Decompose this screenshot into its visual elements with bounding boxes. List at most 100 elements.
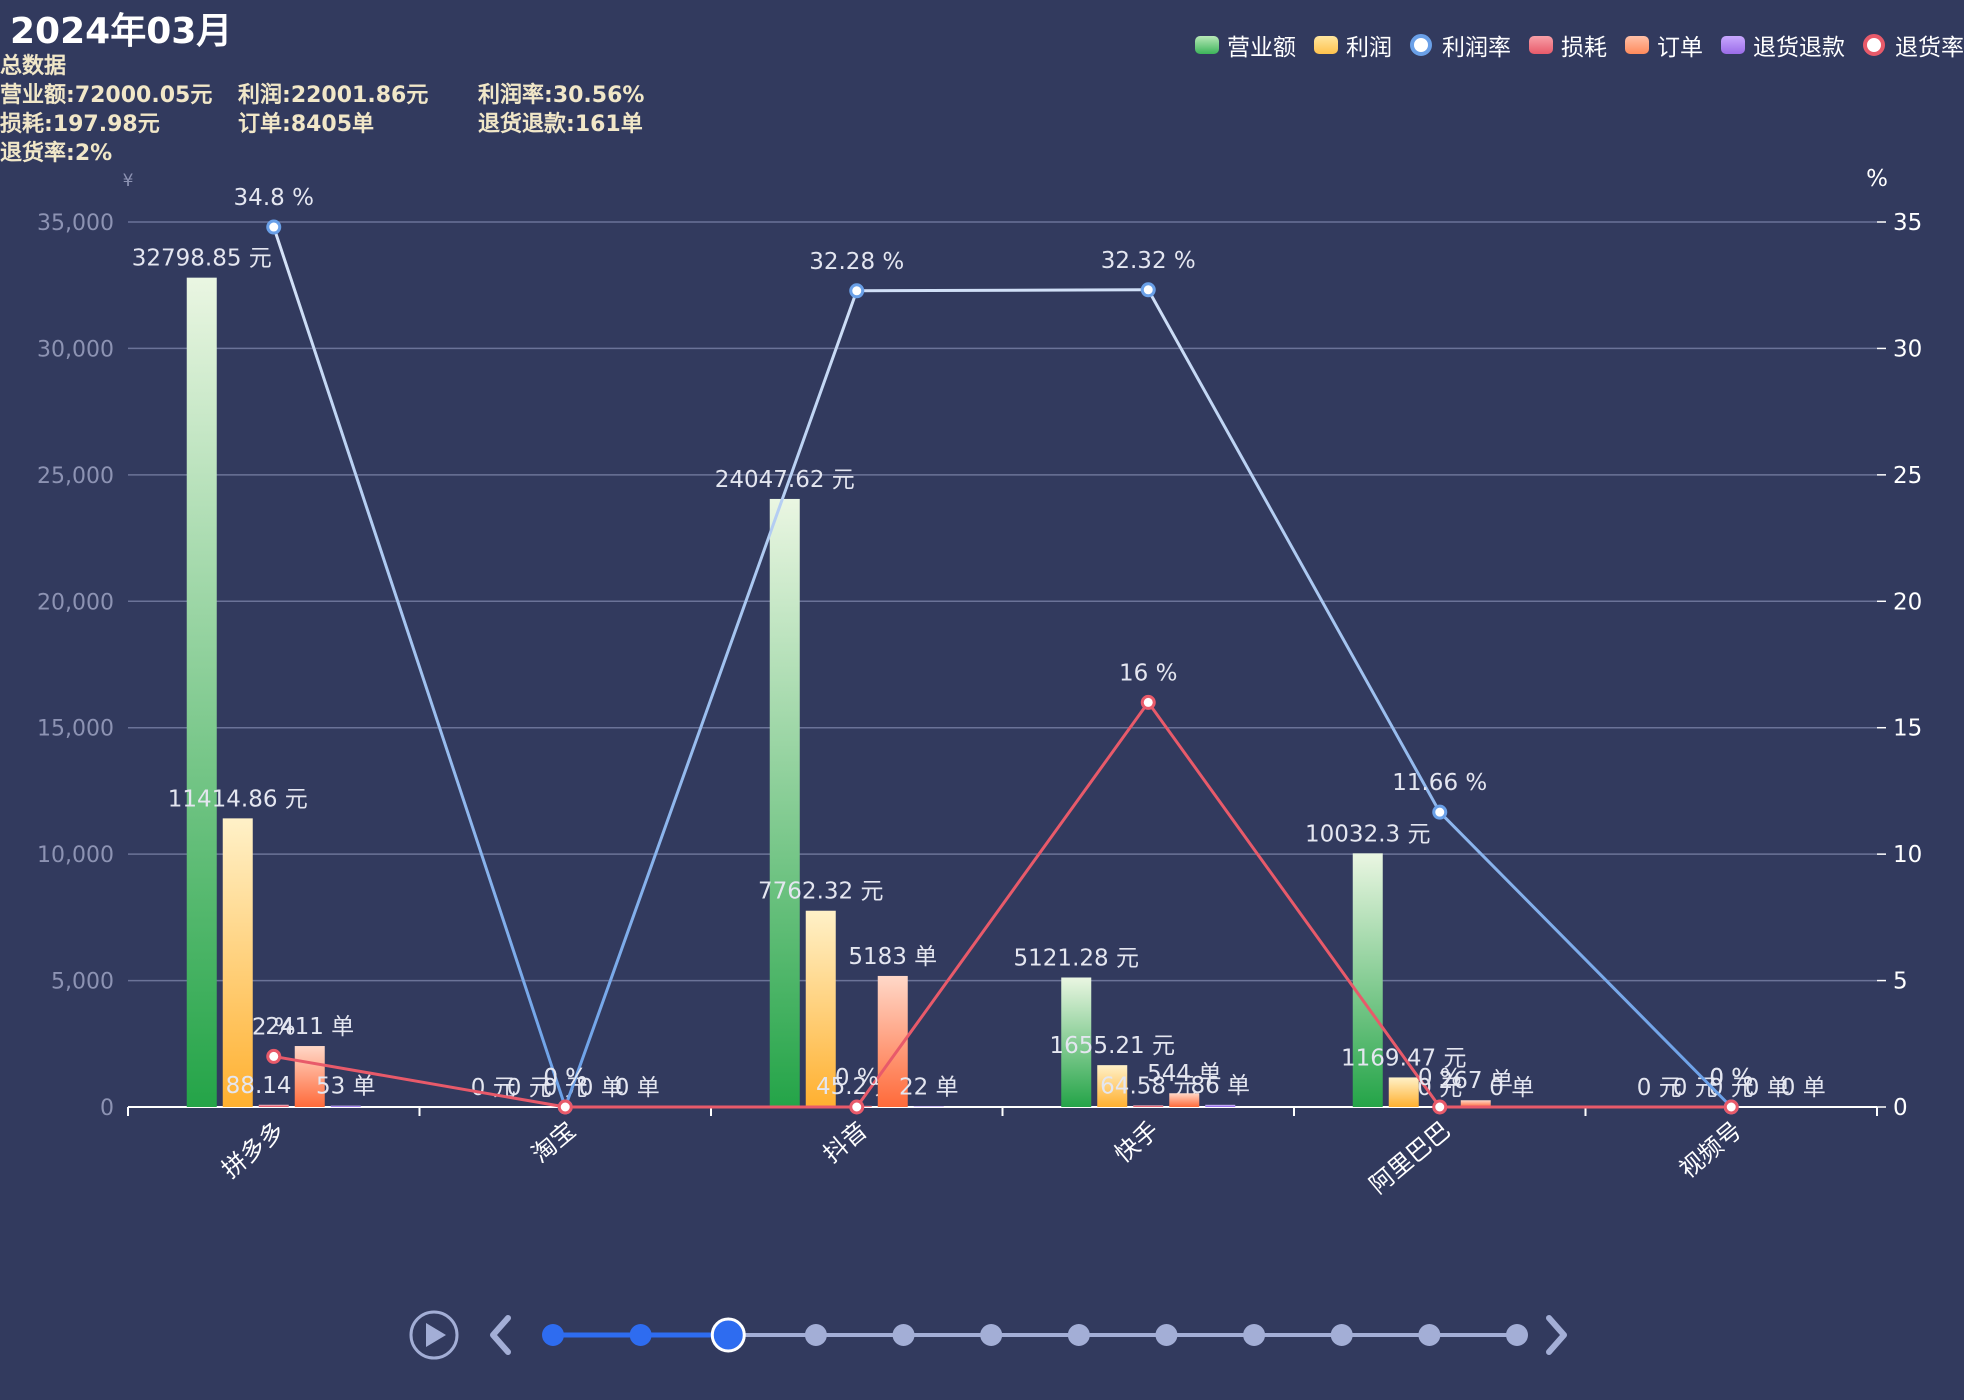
legend-swatch-icon	[1195, 36, 1219, 54]
left-axis-tick-label: 30,000	[37, 337, 114, 362]
timeline-point[interactable]	[804, 1324, 827, 1346]
bar-value-label: 86 单	[1190, 1073, 1250, 1099]
x-axis-category-label: 拼多多	[216, 1116, 289, 1184]
summary-item-return-rate: 退货率:2%	[0, 141, 113, 166]
line-point-利润率	[849, 283, 865, 299]
line-退货率	[273, 699, 1732, 1109]
line-value-label: 16 %	[1119, 660, 1177, 686]
timeline-point[interactable]	[1243, 1324, 1266, 1346]
bar-营业额	[186, 277, 217, 1107]
right-axis-tick-label: 10	[1893, 842, 1922, 868]
bar-订单	[1460, 1100, 1491, 1107]
summary-item-loss: 损耗:197.98元	[0, 112, 160, 137]
x-axis-category-label: 淘宝	[526, 1116, 581, 1168]
chart-legend: 营业额 利润 利润率 损耗 订单 退货退款 退货率	[1177, 28, 1964, 62]
right-axis-tick-label: 30	[1893, 336, 1922, 362]
line-value-label: 32.28 %	[809, 249, 904, 275]
line-value-label: 11.66 %	[1392, 770, 1487, 796]
legend-item-refunds[interactable]: 退货退款	[1721, 28, 1845, 62]
left-axis-tick-label: 25,000	[37, 464, 114, 489]
legend-swatch-icon	[1721, 36, 1745, 54]
bar-value-label: 0 单	[579, 1075, 624, 1101]
line-point-退货率	[1140, 694, 1156, 710]
legend-swatch-icon	[1314, 36, 1338, 54]
bar-利润	[1388, 1077, 1419, 1107]
bar-利润	[1097, 1065, 1128, 1107]
timeline-point[interactable]	[892, 1324, 915, 1346]
summary-item-refunds: 退货退款:161单	[478, 112, 643, 137]
summary-heading: 总数据	[0, 54, 67, 79]
left-axis-tick-label: 5,000	[51, 970, 114, 995]
line-value-label: 32.32 %	[1101, 248, 1196, 274]
play-icon	[426, 1323, 446, 1347]
right-axis-unit: %	[1866, 166, 1888, 192]
bar-损耗	[258, 1104, 289, 1107]
timeline-point[interactable]	[1067, 1324, 1090, 1346]
line-point-退货率	[849, 1099, 865, 1115]
bar-订单	[1169, 1093, 1200, 1107]
bar-营业额	[1352, 853, 1383, 1107]
timeline-current-point[interactable]	[710, 1317, 746, 1353]
summary-item-profit-rate: 利润率:30.56%	[478, 83, 645, 108]
timeline-point[interactable]	[542, 1324, 564, 1346]
bar-value-label: 0 单	[1489, 1075, 1534, 1101]
bar-value-label: 7762.32 元	[758, 879, 883, 905]
timeline-point[interactable]	[980, 1324, 1003, 1346]
bar-value-label: 5121.28 元	[1014, 946, 1139, 972]
bar-value-label: 5183 单	[848, 944, 937, 970]
bar-退货退款	[330, 1105, 361, 1107]
bar-营业额	[769, 498, 800, 1108]
bar-value-label: 0 元	[1673, 1075, 1718, 1101]
timeline-control[interactable]	[0, 1290, 1964, 1380]
bar-value-label: 53 单	[316, 1074, 376, 1100]
legend-item-revenue[interactable]: 营业额	[1195, 28, 1296, 62]
line-value-label: 0 %	[543, 1065, 587, 1091]
play-button[interactable]	[409, 1310, 459, 1360]
bar-value-label: 2411 单	[265, 1014, 354, 1040]
line-利润率	[272, 226, 1733, 1112]
x-axis-category-label: 视频号	[1674, 1116, 1747, 1184]
bar-value-label: 267 单	[1439, 1068, 1513, 1094]
bar-营业额	[1061, 977, 1092, 1107]
bar-value-label: 10032.3 元	[1305, 821, 1430, 847]
line-value-label: 2 %	[252, 1014, 296, 1040]
timeline-point[interactable]	[1506, 1324, 1528, 1346]
bar-value-label: 11414.86 元	[168, 786, 308, 812]
bar-value-label: 0 单	[615, 1075, 660, 1101]
line-point-利润率	[1140, 282, 1156, 298]
x-axis-category-label: 抖音	[818, 1116, 873, 1168]
legend-line-marker-icon	[1410, 34, 1432, 56]
timeline-point[interactable]	[629, 1324, 652, 1346]
bar-value-label: 544 单	[1147, 1061, 1221, 1087]
bar-退货退款	[1205, 1104, 1236, 1107]
right-axis-tick-label: 20	[1893, 589, 1922, 615]
x-axis-category-label: 阿里巴巴	[1364, 1116, 1456, 1199]
line-point-退货率	[266, 1048, 282, 1064]
timeline-point[interactable]	[1330, 1324, 1353, 1346]
line-value-label: 0 %	[835, 1065, 879, 1091]
bar-退货退款	[913, 1106, 944, 1107]
bar-value-label: 32798.85 元	[132, 246, 272, 272]
timeline-point[interactable]	[1418, 1324, 1441, 1346]
legend-item-return-rate[interactable]: 退货率	[1863, 28, 1964, 62]
page-title: 2024年03月	[10, 11, 233, 52]
summary-item-profit: 利润:22001.86元	[238, 83, 429, 108]
chevron-left-icon[interactable]	[490, 1315, 511, 1355]
line-point-利润率	[266, 219, 282, 235]
summary-item-revenue: 营业额:72000.05元	[0, 83, 213, 108]
legend-item-orders[interactable]: 订单	[1625, 28, 1703, 62]
right-axis-tick-label: 15	[1893, 716, 1922, 742]
line-value-label: 34.8 %	[234, 185, 314, 211]
timeline-point[interactable]	[1155, 1324, 1178, 1346]
line-value-label: 0 %	[1709, 1065, 1753, 1091]
chevron-right-icon[interactable]	[1546, 1315, 1567, 1355]
line-value-label: 0 %	[1418, 1065, 1462, 1091]
line-point-退货率	[1723, 1099, 1739, 1115]
bar-损耗	[1133, 1105, 1164, 1107]
right-axis-tick-label: 25	[1893, 463, 1922, 489]
bar-value-label: 0 元	[1709, 1075, 1754, 1101]
legend-item-loss[interactable]: 损耗	[1529, 28, 1607, 62]
right-axis-tick-label: 5	[1893, 969, 1908, 995]
legend-item-profit-rate[interactable]: 利润率	[1410, 28, 1511, 62]
legend-item-profit[interactable]: 利润	[1314, 28, 1392, 62]
